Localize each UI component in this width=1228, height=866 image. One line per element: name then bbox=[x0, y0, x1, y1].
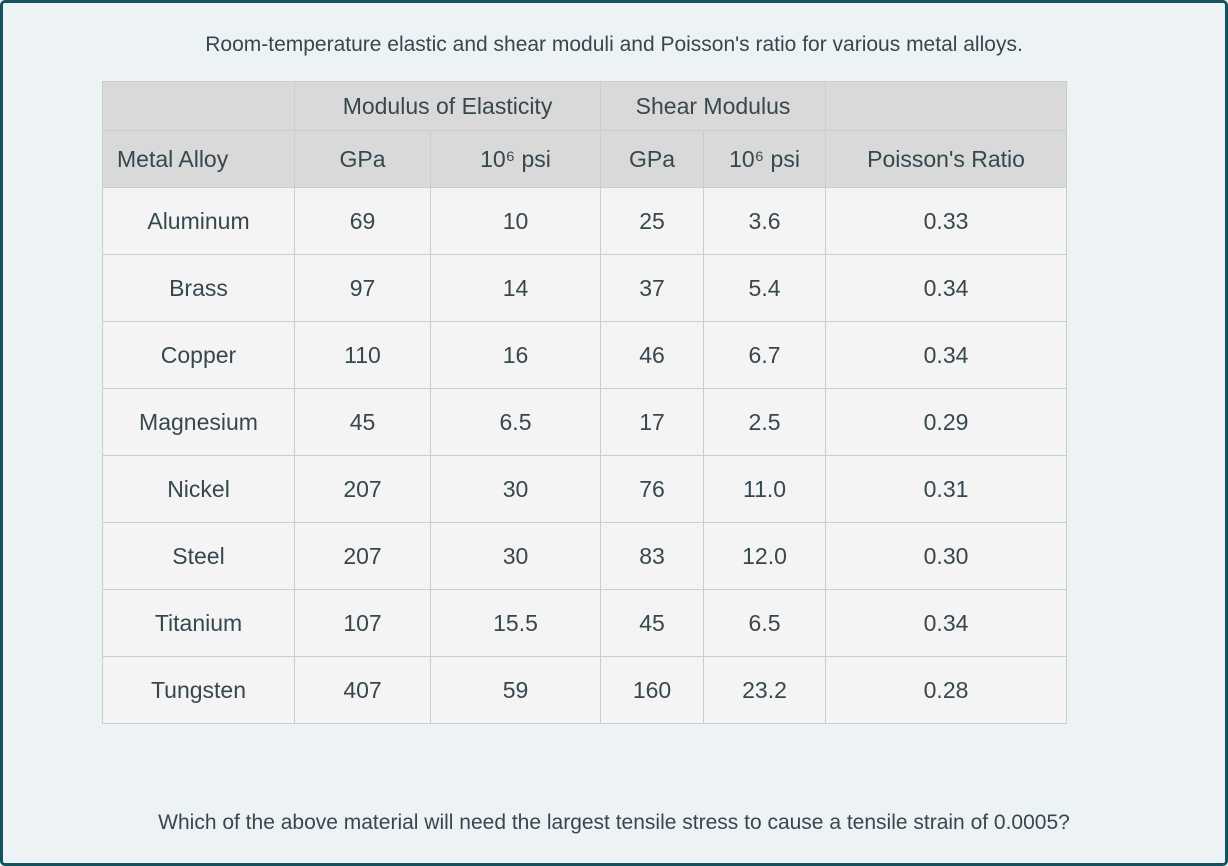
table-cell: Brass bbox=[102, 254, 295, 322]
table-cell: 0.29 bbox=[825, 388, 1068, 456]
table-cell: 14 bbox=[429, 254, 602, 322]
table-cell: 6.5 bbox=[703, 589, 827, 657]
column-header-poissons-ratio: Poisson's Ratio bbox=[825, 130, 1068, 188]
table-cell: 407 bbox=[294, 656, 431, 724]
table-cell: 46 bbox=[600, 321, 705, 389]
table-cell: 207 bbox=[294, 455, 431, 523]
table-cell: 6.5 bbox=[429, 388, 602, 456]
table-cell: Titanium bbox=[102, 589, 295, 657]
table-cell: 15.5 bbox=[429, 589, 602, 657]
table-row-brass: Brass 97 14 37 5.4 0.34 bbox=[102, 254, 1068, 322]
table-cell: 2.5 bbox=[703, 388, 827, 456]
table-cell: Aluminum bbox=[102, 187, 295, 255]
table-cell: 0.34 bbox=[825, 254, 1068, 322]
table-cell: 59 bbox=[429, 656, 602, 724]
table-cell: 0.34 bbox=[825, 321, 1068, 389]
table-row-magnesium: Magnesium 45 6.5 17 2.5 0.29 bbox=[102, 388, 1068, 456]
table-row-steel: Steel 207 30 83 12.0 0.30 bbox=[102, 522, 1068, 590]
table-cell: 0.33 bbox=[825, 187, 1068, 255]
question-text: Which of the above material will need th… bbox=[158, 811, 1070, 834]
table-row-titanium: Titanium 107 15.5 45 6.5 0.34 bbox=[102, 589, 1068, 657]
table-cell: 30 bbox=[429, 455, 602, 523]
table-cell: 0.34 bbox=[825, 589, 1068, 657]
table-cell: 3.6 bbox=[703, 187, 827, 255]
table-cell: 45 bbox=[600, 589, 705, 657]
table-cell: Magnesium bbox=[102, 388, 295, 456]
table-cell: Copper bbox=[102, 321, 295, 389]
column-header-shear-psi: 10⁶ psi bbox=[703, 130, 827, 188]
group-header-shear-modulus: Shear Modulus bbox=[600, 81, 827, 131]
table-cell: Steel bbox=[102, 522, 295, 590]
table-cell: 37 bbox=[600, 254, 705, 322]
group-header-blank-left bbox=[102, 81, 295, 131]
table-cell: 25 bbox=[600, 187, 705, 255]
table-cell: 23.2 bbox=[703, 656, 827, 724]
table-cell: 45 bbox=[294, 388, 431, 456]
table-cell: 0.28 bbox=[825, 656, 1068, 724]
table-cell: 160 bbox=[600, 656, 705, 724]
properties-table: Modulus of Elasticity Shear Modulus Meta… bbox=[102, 81, 1068, 724]
column-header-shear-gpa: GPa bbox=[600, 130, 705, 188]
group-header-blank-right bbox=[825, 81, 1068, 131]
table-cell: 107 bbox=[294, 589, 431, 657]
table-cell: Nickel bbox=[102, 455, 295, 523]
table-row-aluminum: Aluminum 69 10 25 3.6 0.33 bbox=[102, 187, 1068, 255]
table-cell: 76 bbox=[600, 455, 705, 523]
table-cell: 16 bbox=[429, 321, 602, 389]
group-header-modulus-of-elasticity: Modulus of Elasticity bbox=[293, 81, 602, 131]
table-cell: 97 bbox=[294, 254, 431, 322]
table-row-copper: Copper 110 16 46 6.7 0.34 bbox=[102, 321, 1068, 389]
table-cell: 110 bbox=[294, 321, 431, 389]
table-cell: 83 bbox=[600, 522, 705, 590]
table-cell: 10 bbox=[429, 187, 602, 255]
table-row-tungsten: Tungsten 407 59 160 23.2 0.28 bbox=[102, 656, 1068, 724]
table-cell: Tungsten bbox=[102, 656, 295, 724]
table-cell: 0.31 bbox=[825, 455, 1068, 523]
table-cell: 69 bbox=[294, 187, 431, 255]
table-cell: 5.4 bbox=[703, 254, 827, 322]
table-row-nickel: Nickel 207 30 76 11.0 0.31 bbox=[102, 455, 1068, 523]
table-cell: 11.0 bbox=[703, 455, 827, 523]
table-cell: 6.7 bbox=[703, 321, 827, 389]
column-header-elastic-psi: 10⁶ psi bbox=[429, 130, 602, 188]
table-cell: 12.0 bbox=[703, 522, 827, 590]
table-cell: 30 bbox=[429, 522, 602, 590]
column-header-metal-alloy: Metal Alloy bbox=[102, 130, 295, 188]
table-cell: 207 bbox=[294, 522, 431, 590]
table-cell: 17 bbox=[600, 388, 705, 456]
table-cell: 0.30 bbox=[825, 522, 1068, 590]
table-group-header-row: Modulus of Elasticity Shear Modulus bbox=[102, 81, 1068, 131]
table-column-header-row: Metal Alloy GPa 10⁶ psi GPa 10⁶ psi Pois… bbox=[102, 130, 1068, 188]
table-caption: Room-temperature elastic and shear modul… bbox=[205, 33, 1023, 56]
column-header-elastic-gpa: GPa bbox=[294, 130, 431, 188]
